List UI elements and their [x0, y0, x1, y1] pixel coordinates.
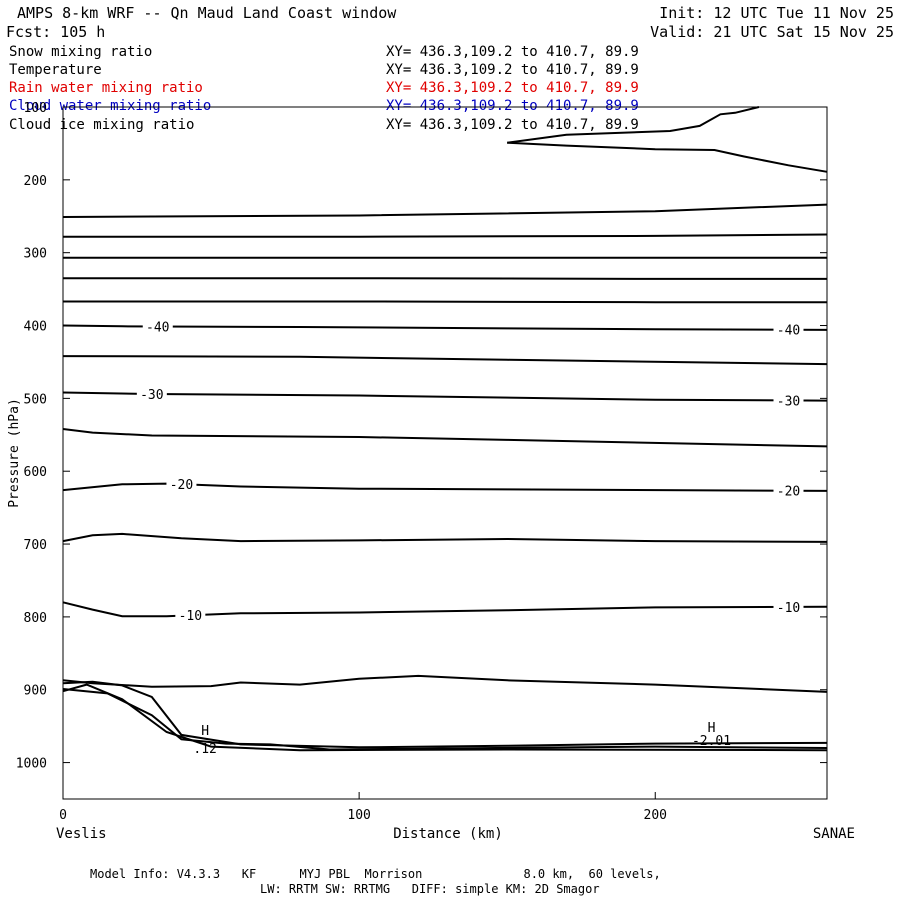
contour-label-bg	[773, 483, 804, 498]
y-tick-label: 100	[24, 101, 47, 116]
field-name: Temperature	[9, 62, 102, 78]
x-tick-label: 0	[59, 808, 67, 823]
contour-label-bg	[773, 599, 804, 614]
y-tick-label: 300	[24, 247, 47, 262]
x-tick-label: 100	[347, 808, 370, 823]
contour-line	[63, 277, 827, 280]
x-tick-label: 200	[644, 808, 667, 823]
contour-label: -40	[146, 320, 169, 335]
contour-label: -20	[170, 478, 193, 493]
y-axis-label: Pressure (hPa)	[7, 398, 22, 508]
contour-label-bg	[175, 608, 206, 623]
contour-line	[63, 300, 827, 304]
contour-line	[62, 391, 828, 402]
extremum-annotation: H	[201, 724, 209, 739]
valid-time: Valid: 21 UTC Sat 15 Nov 25	[650, 23, 894, 41]
contour-line	[62, 428, 828, 448]
contour-label: -10	[777, 601, 800, 616]
y-tick-label: 700	[24, 538, 47, 553]
contour-label: -30	[777, 394, 800, 409]
init-time: Init: 12 UTC Tue 11 Nov 25	[659, 4, 894, 22]
contour-label-bg	[136, 386, 167, 401]
field-xy: XY= 436.3,109.2 to 410.7, 89.9	[386, 117, 639, 133]
y-tick-label: 500	[24, 392, 47, 407]
contour-line	[62, 532, 828, 543]
contour-line	[62, 355, 828, 366]
contour-line	[62, 324, 828, 331]
field-xy: XY= 436.3,109.2 to 410.7, 89.9	[386, 80, 639, 96]
x-endpoint-right: SANAE	[813, 826, 855, 842]
field-xy: XY= 436.3,109.2 to 410.7, 89.9	[386, 44, 639, 60]
y-tick-label: 800	[24, 611, 47, 626]
contour-line	[507, 106, 760, 144]
extremum-annotation: H	[708, 721, 716, 736]
contour-label-bg	[142, 319, 173, 334]
contour-line	[62, 482, 828, 492]
y-tick-label: 600	[24, 465, 47, 480]
plot-frame	[62, 106, 828, 800]
x-axis-label: Distance (km)	[393, 826, 503, 842]
y-tick-label: 1000	[16, 757, 47, 772]
contour-line	[507, 141, 828, 173]
field-name: Snow mixing ratio	[9, 44, 153, 60]
contour-line	[62, 683, 828, 752]
contour-label-bg	[773, 393, 804, 408]
field-name: Cloud water mixing ratio	[9, 98, 212, 114]
contour-label-bg	[166, 477, 197, 492]
contour-label: -30	[140, 388, 163, 403]
contour-line	[62, 680, 828, 749]
chart-title: AMPS 8-km WRF -- Qn Maud Land Coast wind…	[17, 4, 397, 22]
extremum-annotation: .12	[193, 742, 216, 757]
contour-line	[62, 674, 828, 693]
y-tick-label: 200	[24, 174, 47, 189]
extremum-annotation: -2.01	[692, 734, 731, 749]
field-name: Cloud ice mixing ratio	[9, 117, 195, 133]
contour-line	[62, 601, 828, 618]
y-tick-label: 900	[24, 684, 47, 699]
contour-label: -10	[179, 609, 202, 624]
forecast-hour: Fcst: 105 h	[6, 23, 106, 41]
field-xy: XY= 436.3,109.2 to 410.7, 89.9	[386, 98, 639, 114]
y-tick-label: 400	[24, 320, 47, 335]
field-xy: XY= 436.3,109.2 to 410.7, 89.9	[386, 62, 639, 78]
model-info-line2: LW: RRTM SW: RRTMG DIFF: simple KM: 2D S…	[260, 882, 600, 896]
contour-line	[62, 203, 828, 218]
x-endpoint-left: Veslis	[56, 826, 107, 842]
contour-line	[63, 233, 828, 238]
contour-label: -20	[777, 485, 800, 500]
model-info-line1: Model Info: V4.3.3 KF MYJ PBL Morrison 8…	[90, 867, 661, 881]
field-name: Rain water mixing ratio	[9, 80, 203, 96]
contour-label: -40	[777, 324, 800, 339]
contour-label-bg	[773, 322, 804, 337]
